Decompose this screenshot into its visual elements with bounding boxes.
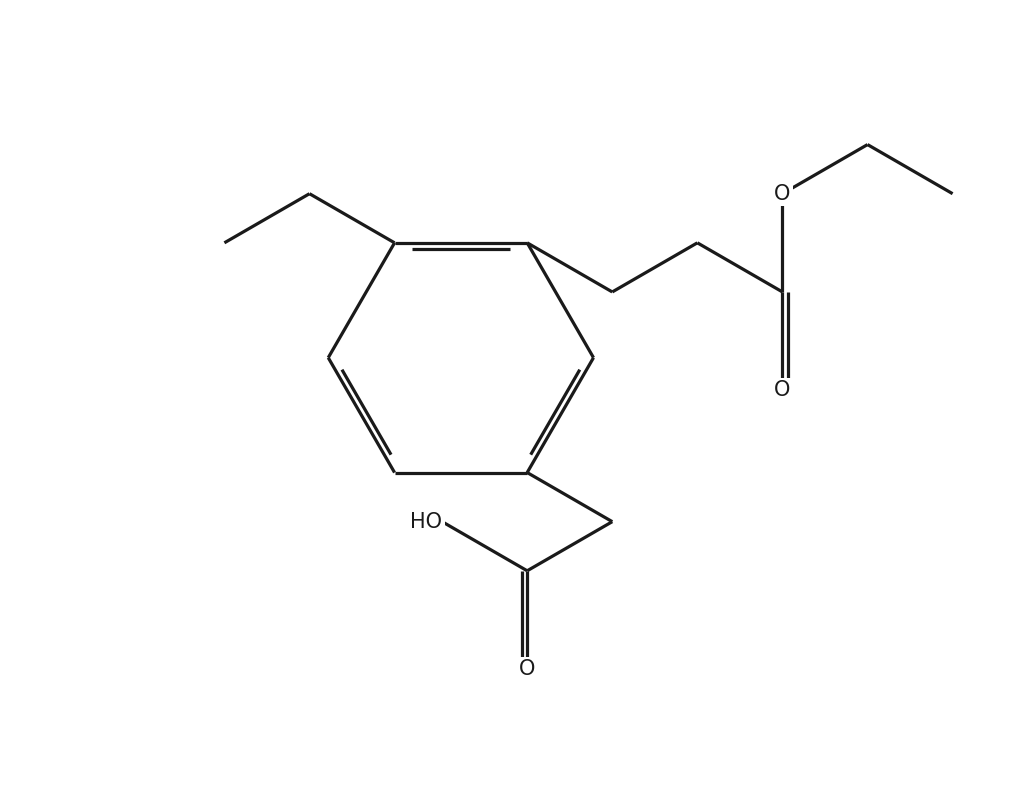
- Text: O: O: [519, 659, 535, 679]
- Text: HO: HO: [410, 512, 441, 531]
- Text: O: O: [773, 184, 790, 204]
- Text: O: O: [773, 380, 790, 400]
